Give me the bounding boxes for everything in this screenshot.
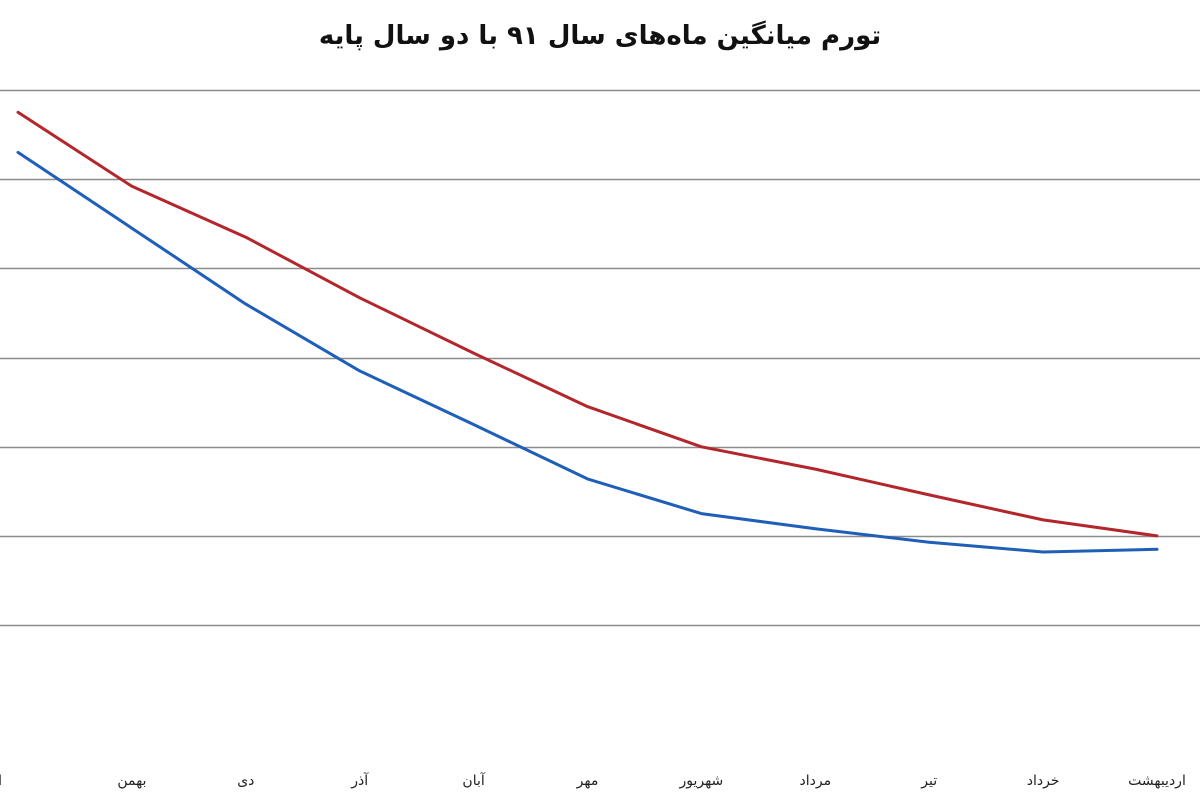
x-axis-ticks: اردیبهشت خرداد تیر مرداد شهریور مهر آبان آذر دی ب… bbox=[0, 772, 1186, 789]
x-tick-label: مرداد bbox=[800, 773, 832, 789]
x-tick-label: خرداد bbox=[1027, 773, 1060, 789]
x-tick-label: آبان bbox=[462, 772, 485, 789]
series-line-2 bbox=[16, 150, 1159, 554]
chart-title: تورم میانگین ماه‌های سال ۹۱ با دو سال پا… bbox=[319, 20, 881, 51]
x-tick-label: شهریور bbox=[678, 773, 723, 789]
x-tick-label: آذر bbox=[350, 772, 369, 789]
series-line-1 bbox=[16, 110, 1159, 538]
x-tick-label: دی bbox=[237, 773, 254, 789]
series-layer bbox=[16, 110, 1159, 554]
x-tick-label: اردیبهشت bbox=[1128, 773, 1186, 789]
x-tick-label: بهمن bbox=[117, 773, 146, 789]
x-tick-label: اسفند bbox=[0, 773, 2, 789]
x-tick-label: مهر bbox=[576, 773, 599, 789]
x-tick-label: تیر bbox=[920, 773, 937, 789]
grid bbox=[0, 89, 1200, 627]
